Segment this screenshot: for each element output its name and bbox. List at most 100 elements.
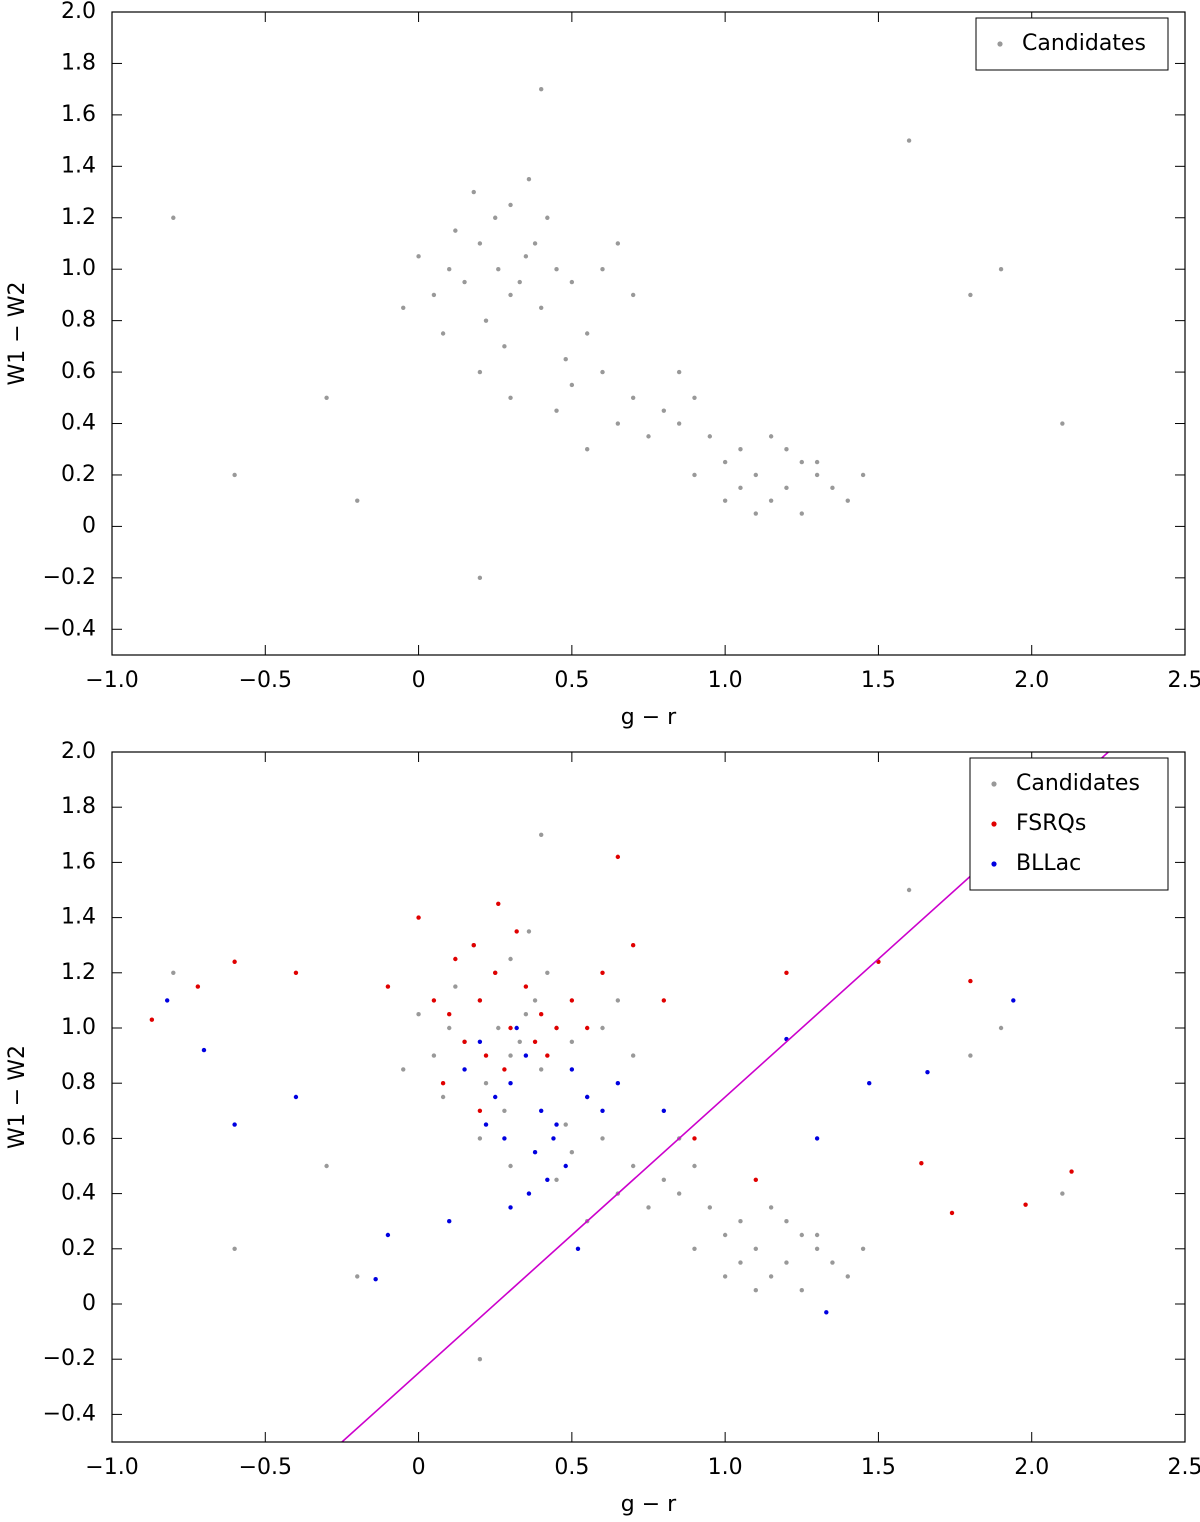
point	[631, 1053, 635, 1057]
point	[564, 357, 568, 361]
point	[478, 370, 482, 374]
point	[514, 929, 518, 933]
point	[861, 1247, 865, 1251]
point	[754, 1288, 758, 1292]
point	[564, 1122, 568, 1126]
point	[551, 1136, 555, 1140]
point	[950, 1211, 954, 1215]
point	[600, 1136, 604, 1140]
point	[1060, 1191, 1064, 1195]
point	[1011, 998, 1015, 1002]
point	[478, 1109, 482, 1113]
plot-area	[171, 87, 1064, 580]
point	[472, 190, 476, 194]
point	[1069, 1169, 1073, 1173]
point	[999, 1026, 1003, 1030]
y-tick-label: −0.4	[43, 616, 96, 641]
point	[496, 267, 500, 271]
x-axis-label: g − r	[621, 1492, 677, 1517]
x-tick-label: −1.0	[85, 668, 138, 693]
point	[692, 1164, 696, 1168]
y-tick-label: 1.2	[61, 205, 96, 230]
point	[527, 929, 531, 933]
point	[539, 1012, 543, 1016]
point	[830, 1260, 834, 1264]
point	[692, 1247, 696, 1251]
x-tick-label: 2.5	[1168, 1455, 1200, 1480]
y-tick-label: 0.4	[61, 1181, 96, 1206]
point	[754, 511, 758, 515]
point	[919, 1161, 923, 1165]
point	[508, 1164, 512, 1168]
point	[355, 1274, 359, 1278]
point	[570, 1150, 574, 1154]
point	[585, 331, 589, 335]
point	[478, 1136, 482, 1140]
x-tick-label: 2.5	[1168, 668, 1200, 693]
point	[662, 1178, 666, 1182]
point	[508, 1205, 512, 1209]
y-tick-label: 1.2	[61, 960, 96, 985]
point	[631, 293, 635, 297]
point	[769, 1205, 773, 1209]
point	[554, 1178, 558, 1182]
point	[545, 1178, 549, 1182]
point	[907, 138, 911, 142]
point	[533, 241, 537, 245]
point	[324, 1164, 328, 1168]
point	[968, 979, 972, 983]
point	[539, 1109, 543, 1113]
point	[373, 1277, 377, 1281]
y-tick-label: 1.4	[61, 153, 96, 178]
point	[545, 216, 549, 220]
y-tick-label: 0.6	[61, 1125, 96, 1150]
point	[692, 473, 696, 477]
point	[815, 1136, 819, 1140]
point	[386, 984, 390, 988]
point	[646, 1205, 650, 1209]
point	[447, 1012, 451, 1016]
point	[600, 267, 604, 271]
point	[533, 1150, 537, 1154]
point	[416, 254, 420, 258]
point	[769, 1274, 773, 1278]
legend-label: FSRQs	[1016, 811, 1086, 836]
point	[416, 1012, 420, 1016]
point	[294, 1095, 298, 1099]
point	[484, 318, 488, 322]
point	[472, 943, 476, 947]
y-tick-label: 2.0	[61, 0, 96, 24]
y-axis-label: W1 − W2	[5, 282, 30, 386]
point	[861, 473, 865, 477]
x-tick-label: 1.0	[708, 668, 743, 693]
point	[355, 498, 359, 502]
point	[484, 1122, 488, 1126]
point	[925, 1070, 929, 1074]
point	[518, 280, 522, 284]
point	[493, 1095, 497, 1099]
point	[432, 293, 436, 297]
point	[1060, 421, 1064, 425]
point	[294, 971, 298, 975]
point	[462, 280, 466, 284]
point	[508, 957, 512, 961]
y-tick-label: 1.6	[61, 849, 96, 874]
point	[800, 511, 804, 515]
point	[496, 902, 500, 906]
point	[738, 486, 742, 490]
point	[754, 473, 758, 477]
legend-marker	[991, 821, 996, 826]
point	[570, 280, 574, 284]
point	[867, 1081, 871, 1085]
point	[533, 1040, 537, 1044]
point	[631, 1164, 635, 1168]
point	[478, 998, 482, 1002]
point	[815, 1233, 819, 1237]
point	[539, 306, 543, 310]
point	[784, 447, 788, 451]
point	[769, 498, 773, 502]
point	[554, 267, 558, 271]
point	[462, 1067, 466, 1071]
